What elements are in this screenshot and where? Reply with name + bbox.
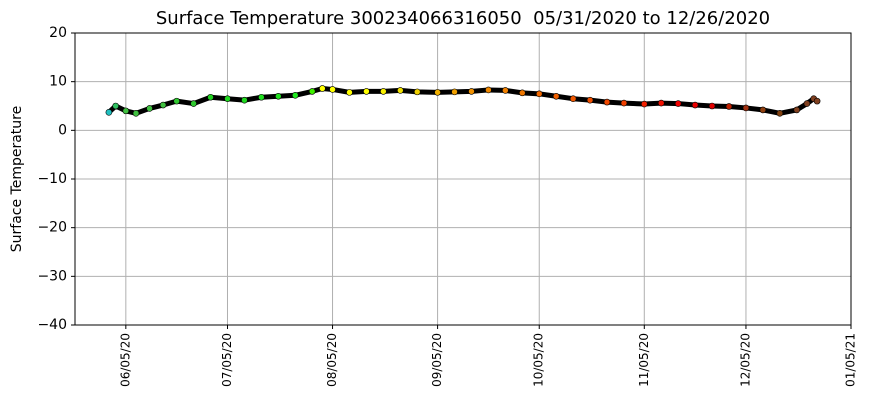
y-tick-label: −10 xyxy=(37,171,67,187)
y-tick-label: −40 xyxy=(37,317,67,333)
point xyxy=(803,100,811,107)
point xyxy=(173,97,180,105)
point xyxy=(105,109,113,116)
point xyxy=(380,88,387,95)
point xyxy=(241,96,248,104)
point xyxy=(159,101,167,109)
point xyxy=(759,106,767,114)
point xyxy=(691,101,699,109)
point xyxy=(468,88,475,95)
point xyxy=(319,85,326,92)
point xyxy=(397,87,404,94)
point xyxy=(620,99,628,107)
point xyxy=(813,97,821,105)
point xyxy=(291,91,299,99)
point xyxy=(640,100,648,108)
point xyxy=(552,92,560,100)
point xyxy=(519,89,526,97)
point xyxy=(207,93,214,101)
point xyxy=(413,88,421,96)
point xyxy=(132,110,140,117)
point xyxy=(793,106,801,114)
point xyxy=(569,95,577,102)
point xyxy=(485,86,492,94)
point xyxy=(725,103,733,110)
point xyxy=(224,95,231,102)
point xyxy=(742,104,750,112)
y-tick-label: 10 xyxy=(49,74,67,90)
y-tick-label: −20 xyxy=(37,220,67,236)
point xyxy=(776,110,784,117)
point xyxy=(308,88,316,95)
plot-frame xyxy=(74,32,852,326)
line xyxy=(107,85,819,116)
point xyxy=(122,107,130,115)
y-tick-label: 0 xyxy=(58,122,67,138)
point xyxy=(258,93,265,101)
x-tick-label: 10/05/20 xyxy=(532,333,546,387)
chart-title: Surface Temperature 300234066316050 05/3… xyxy=(156,8,770,29)
y-tick-label: −30 xyxy=(37,268,67,284)
point xyxy=(674,100,682,107)
point xyxy=(535,90,543,98)
point xyxy=(708,102,716,110)
y-axis-label: Surface Temperature xyxy=(9,106,25,252)
point xyxy=(451,88,458,96)
point xyxy=(363,88,370,95)
point xyxy=(346,89,353,96)
point xyxy=(586,96,594,104)
point xyxy=(434,89,441,96)
point xyxy=(502,87,509,94)
point xyxy=(603,98,611,106)
point xyxy=(146,105,153,112)
x-tick-label: 01/05/21 xyxy=(844,333,858,387)
y-tick-label: 20 xyxy=(49,25,67,41)
x-tick-label: 07/05/20 xyxy=(220,333,234,387)
x-tick-label: 09/05/20 xyxy=(430,333,444,387)
x-tick-label: 06/05/20 xyxy=(118,333,132,387)
point xyxy=(275,92,282,100)
x-tick-label: 12/05/20 xyxy=(738,333,752,387)
point xyxy=(112,102,119,110)
point xyxy=(329,86,336,93)
x-tick-label: 11/05/20 xyxy=(637,333,651,387)
point xyxy=(657,99,665,107)
x-tick-label: 08/05/20 xyxy=(325,333,339,387)
point xyxy=(190,100,197,107)
